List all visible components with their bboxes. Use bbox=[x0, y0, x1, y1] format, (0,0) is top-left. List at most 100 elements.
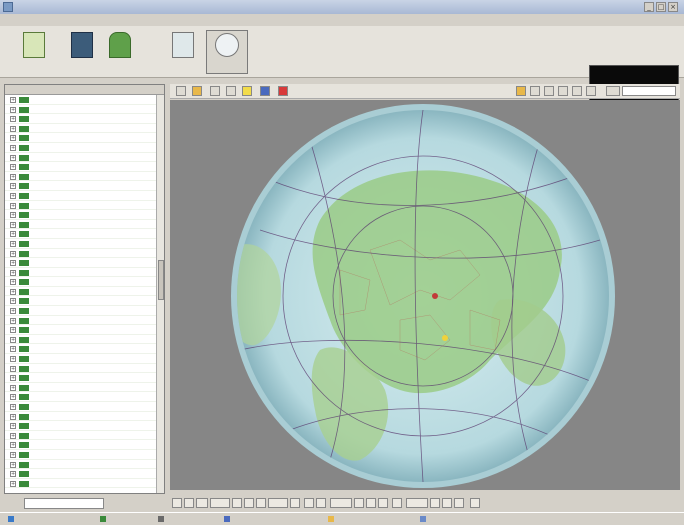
magnifier-icon[interactable] bbox=[586, 86, 596, 96]
list-item[interactable]: + bbox=[5, 95, 164, 105]
expand-icon[interactable]: + bbox=[10, 356, 16, 363]
list-item[interactable]: + bbox=[5, 229, 164, 239]
highlight-icon[interactable] bbox=[242, 86, 252, 96]
list-item[interactable]: + bbox=[5, 316, 164, 326]
map-nav-button[interactable] bbox=[406, 498, 428, 508]
list-item[interactable]: + bbox=[5, 239, 164, 249]
expand-icon[interactable]: + bbox=[10, 135, 16, 142]
list-item[interactable]: + bbox=[5, 162, 164, 172]
list-item[interactable]: + bbox=[5, 383, 164, 393]
map-nav-button[interactable] bbox=[172, 498, 182, 508]
expand-icon[interactable]: + bbox=[10, 442, 16, 449]
grid-icon[interactable] bbox=[606, 86, 620, 96]
zoom-slider[interactable] bbox=[622, 86, 676, 96]
list-item[interactable]: + bbox=[5, 249, 164, 259]
list-item[interactable]: + bbox=[5, 277, 164, 287]
expand-icon[interactable]: + bbox=[10, 365, 16, 372]
list-item[interactable]: + bbox=[5, 364, 164, 374]
list-item[interactable]: + bbox=[5, 268, 164, 278]
map-nav-button[interactable] bbox=[366, 498, 376, 508]
home-location-marker[interactable] bbox=[432, 293, 438, 299]
toolbar-button-5[interactable] bbox=[206, 30, 248, 74]
expand-icon[interactable]: + bbox=[10, 106, 16, 113]
list-item[interactable]: + bbox=[5, 479, 164, 489]
map-nav-button[interactable] bbox=[430, 498, 440, 508]
scroll-thumb[interactable] bbox=[158, 260, 164, 300]
list-item[interactable]: + bbox=[5, 114, 164, 124]
expand-icon[interactable]: + bbox=[10, 116, 16, 123]
expand-icon[interactable]: + bbox=[10, 231, 16, 238]
expand-icon[interactable]: + bbox=[10, 144, 16, 151]
list-item[interactable]: + bbox=[5, 325, 164, 335]
list-item[interactable]: + bbox=[5, 450, 164, 460]
open-icon[interactable] bbox=[192, 86, 202, 96]
list-item[interactable]: + bbox=[5, 220, 164, 230]
expand-icon[interactable]: + bbox=[10, 173, 16, 180]
maximize-button[interactable]: □ bbox=[656, 2, 666, 12]
close-button[interactable]: × bbox=[668, 2, 678, 12]
expand-icon[interactable]: + bbox=[10, 404, 16, 410]
expand-icon[interactable]: + bbox=[10, 125, 16, 132]
expand-icon[interactable]: + bbox=[10, 250, 16, 257]
stop-icon[interactable] bbox=[278, 86, 288, 96]
map-nav-button[interactable] bbox=[354, 498, 364, 508]
list-scrollbar[interactable] bbox=[156, 95, 164, 493]
expand-icon[interactable]: + bbox=[10, 317, 16, 324]
expand-icon[interactable]: + bbox=[10, 192, 16, 199]
list-item[interactable]: + bbox=[5, 373, 164, 383]
folder-icon[interactable] bbox=[176, 86, 186, 96]
map-nav-button[interactable] bbox=[210, 498, 230, 508]
map-view[interactable] bbox=[170, 100, 680, 490]
map-nav-button[interactable] bbox=[330, 498, 352, 508]
map-nav-button[interactable] bbox=[392, 498, 402, 508]
expand-icon[interactable]: + bbox=[10, 260, 16, 267]
list-item[interactable]: + bbox=[5, 133, 164, 143]
map-nav-button[interactable] bbox=[256, 498, 266, 508]
map-nav-button[interactable] bbox=[244, 498, 254, 508]
list-item[interactable]: + bbox=[5, 191, 164, 201]
azimuthal-map[interactable] bbox=[170, 100, 680, 490]
compass-icon[interactable] bbox=[530, 86, 540, 96]
warning-icon[interactable] bbox=[516, 86, 526, 96]
expand-icon[interactable]: + bbox=[10, 384, 16, 391]
expand-icon[interactable]: + bbox=[10, 298, 16, 305]
list-item[interactable]: + bbox=[5, 124, 164, 134]
list-item[interactable]: + bbox=[5, 153, 164, 163]
list-item[interactable]: + bbox=[5, 354, 164, 364]
expand-icon[interactable]: + bbox=[10, 202, 16, 209]
map-nav-button[interactable] bbox=[196, 498, 208, 508]
list-item[interactable]: + bbox=[5, 440, 164, 450]
list-item[interactable]: + bbox=[5, 181, 164, 191]
back-icon[interactable] bbox=[210, 86, 220, 96]
expand-icon[interactable]: + bbox=[10, 154, 16, 161]
print-icon[interactable] bbox=[260, 86, 270, 96]
expand-icon[interactable]: + bbox=[10, 480, 16, 487]
list-item[interactable]: + bbox=[5, 258, 164, 268]
toolbar-button-1[interactable] bbox=[12, 30, 56, 74]
list-item[interactable]: + bbox=[5, 306, 164, 316]
map-nav-button[interactable] bbox=[316, 498, 326, 508]
zoom-fit-icon[interactable] bbox=[544, 86, 554, 96]
map-nav-button[interactable] bbox=[304, 498, 314, 508]
list-item[interactable]: + bbox=[5, 105, 164, 115]
expand-icon[interactable]: + bbox=[10, 308, 16, 315]
map-nav-button[interactable] bbox=[268, 498, 288, 508]
expand-icon[interactable]: + bbox=[10, 336, 16, 343]
zoom-in-icon[interactable] bbox=[572, 86, 582, 96]
toolbar-button-2[interactable] bbox=[60, 30, 104, 74]
filter-icon[interactable] bbox=[226, 86, 236, 96]
expand-icon[interactable]: + bbox=[10, 394, 16, 401]
list-item[interactable]: + bbox=[5, 296, 164, 307]
zoom-out-icon[interactable] bbox=[558, 86, 568, 96]
expand-icon[interactable]: + bbox=[10, 164, 16, 171]
map-nav-button[interactable] bbox=[454, 498, 464, 508]
list-item[interactable]: + bbox=[5, 335, 164, 345]
expand-icon[interactable]: + bbox=[10, 212, 16, 219]
toolbar-button-3[interactable] bbox=[98, 30, 142, 74]
expand-icon[interactable]: + bbox=[10, 423, 16, 430]
expand-icon[interactable]: + bbox=[10, 346, 16, 353]
list-item[interactable]: + bbox=[5, 172, 164, 182]
expand-icon[interactable]: + bbox=[10, 240, 16, 247]
expand-icon[interactable]: + bbox=[10, 97, 16, 103]
list-item[interactable]: + bbox=[5, 460, 164, 470]
